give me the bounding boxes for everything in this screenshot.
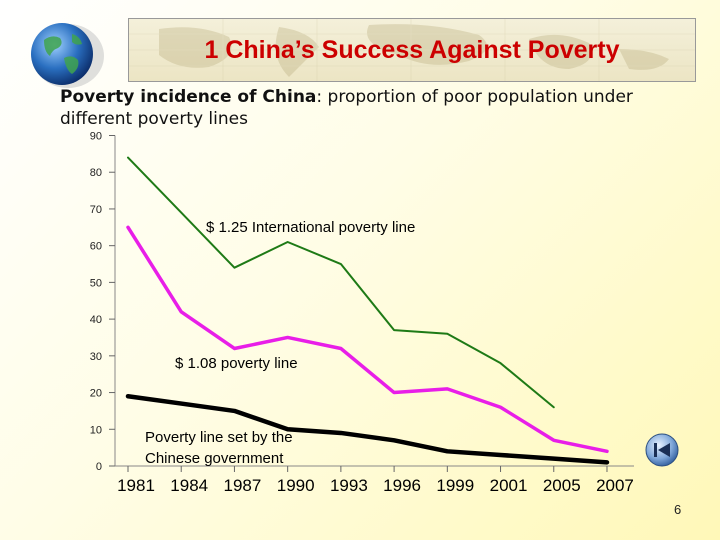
y-tick-label: 60	[90, 241, 102, 253]
x-axis-ticks: 1981 1984 1987 1990 1993 1996 1999 2001 2005 2007	[117, 466, 634, 495]
annotation-108-line: $ 1.08 poverty line	[175, 355, 298, 372]
y-axis-ticks: 0 10 20 30 40 50 60 70 80 90	[90, 131, 115, 473]
x-tick-label: 2007	[596, 476, 634, 495]
annotation-gov-line-1: Poverty line set by the	[145, 429, 293, 446]
series-government-line	[125, 393, 610, 465]
x-tick-label: 1984	[170, 476, 208, 495]
x-tick-label: 2001	[490, 476, 528, 495]
x-tick-label: 2005	[543, 476, 581, 495]
x-tick-label: 1999	[436, 476, 474, 495]
y-tick-label: 10	[90, 424, 102, 436]
y-tick-label: 20	[90, 388, 102, 400]
rewind-nav-button[interactable]	[644, 432, 680, 468]
annotation-gov-line-2: Chinese government	[145, 450, 284, 467]
subtitle-rest: : proportion of poor population under di…	[60, 87, 633, 129]
y-tick-label: 80	[90, 167, 102, 179]
y-tick-label: 30	[90, 351, 102, 363]
y-tick-label: 40	[90, 314, 102, 326]
series-intl-125-line	[127, 156, 555, 409]
chart-series	[125, 156, 610, 465]
rewind-icon	[654, 443, 670, 457]
x-tick-label: 1987	[224, 476, 262, 495]
chart-subtitle: Poverty incidence of China: proportion o…	[60, 86, 700, 130]
series-108-line	[126, 225, 609, 454]
world-map-decoration	[129, 19, 695, 81]
subtitle-bold: Poverty incidence of China	[60, 87, 317, 107]
x-tick-label: 1981	[117, 476, 155, 495]
page-number: 6	[674, 502, 682, 517]
chart-axes	[114, 135, 634, 467]
y-tick-label: 0	[96, 461, 102, 473]
x-tick-label: 1990	[277, 476, 315, 495]
y-tick-label: 90	[90, 131, 102, 143]
globe-icon	[31, 23, 104, 88]
y-tick-label: 70	[90, 204, 102, 216]
annotation-intl-line: $ 1.25 International poverty line	[206, 219, 415, 236]
x-tick-label: 1993	[330, 476, 368, 495]
title-banner: 1 China’s Success Against Poverty	[128, 18, 696, 82]
x-tick-label: 1996	[383, 476, 421, 495]
y-tick-label: 50	[90, 277, 102, 289]
slide-title: 1 China’s Success Against Poverty	[204, 35, 620, 64]
